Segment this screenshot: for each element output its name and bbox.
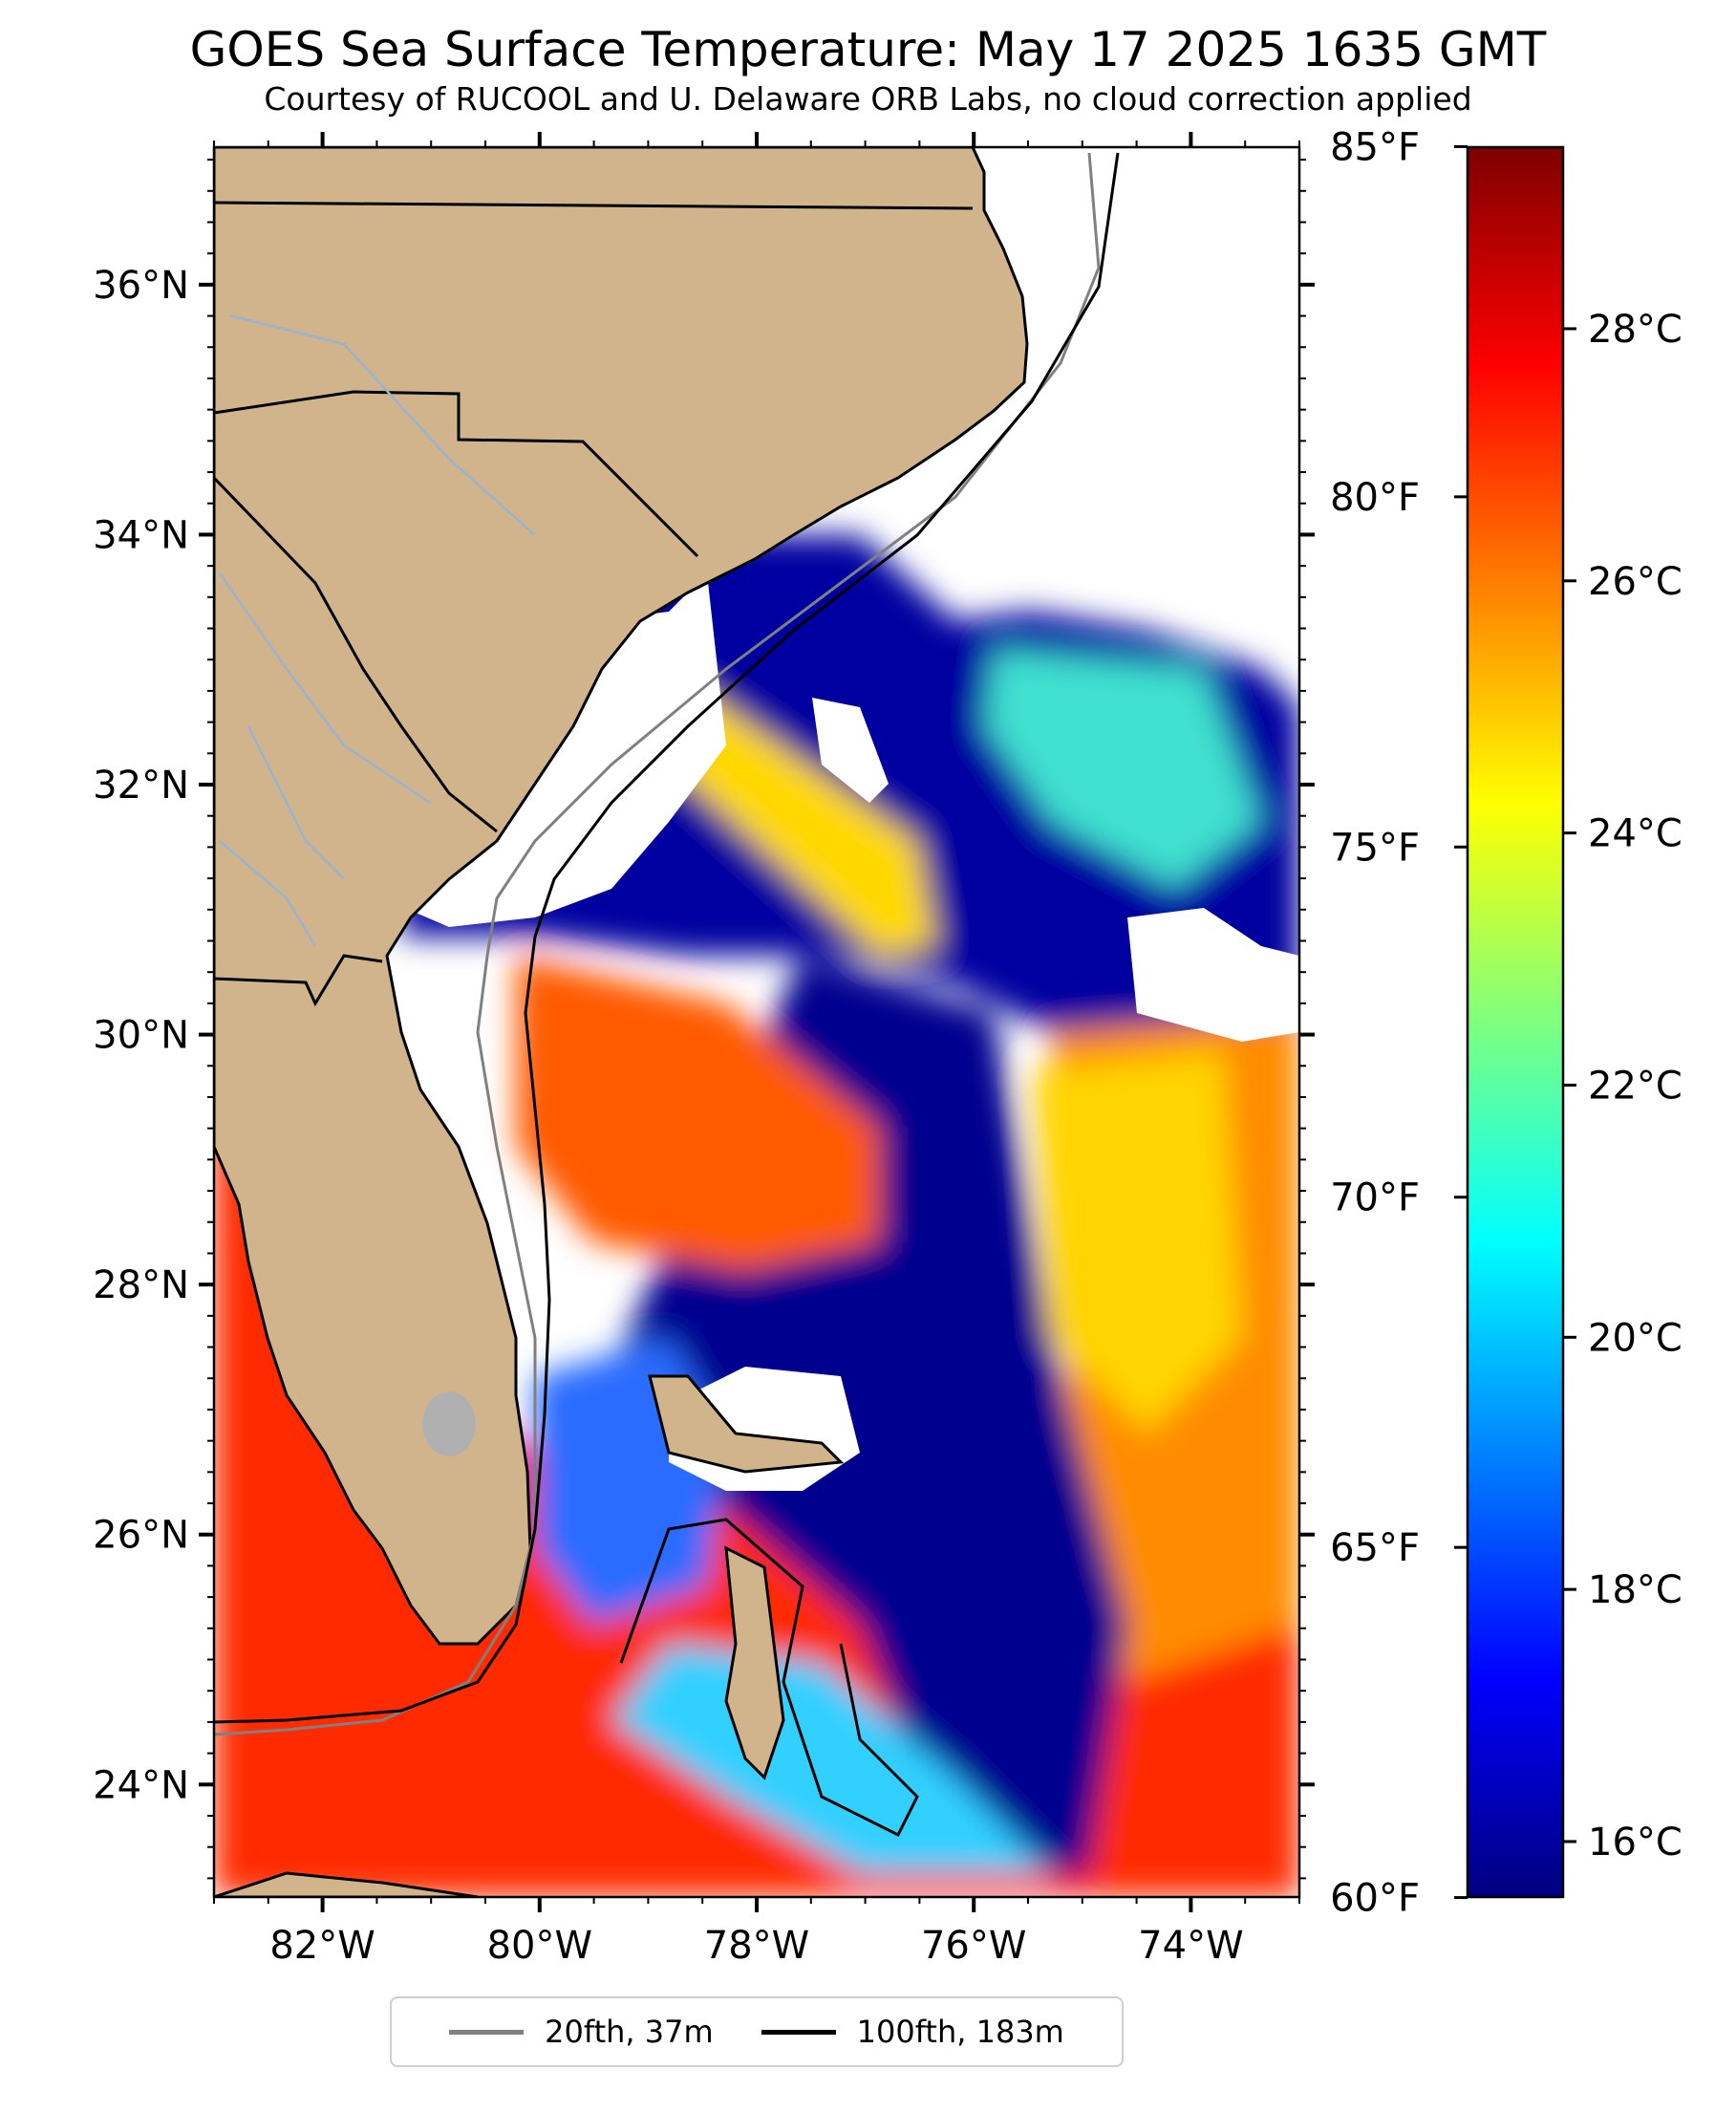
cloud-north-strip [1118, 151, 1147, 182]
state-borders [214, 201, 974, 1007]
sst-yellow-streak [669, 669, 936, 956]
lat-tick-label: 24°N [93, 1763, 189, 1807]
lat-tick-label: 36°N [93, 264, 189, 308]
river-a [228, 313, 536, 536]
cloud-mid [812, 698, 889, 803]
isobath-100fth-bahamas [619, 1518, 919, 1838]
lat-tick-label: 30°N [93, 1014, 189, 1058]
lon-tick-label: 82°W [269, 1924, 375, 1968]
fahrenheit-tick-label: 80°F [1330, 476, 1420, 520]
lon-tick-label: 74°W [1138, 1924, 1243, 1968]
nc-sc-border [214, 390, 699, 558]
sc-ga-border [214, 476, 498, 833]
river-d [219, 840, 317, 947]
lon-tick-label: 78°W [704, 1924, 809, 1968]
celsius-tick-label: 22°C [1588, 1064, 1682, 1108]
fahrenheit-tick-label: 75°F [1330, 826, 1420, 870]
lon-tick-label: 76°W [921, 1924, 1026, 1968]
page-title: GOES Sea Surface Temperature: May 17 202… [189, 22, 1547, 77]
cloud-northeast [955, 440, 1299, 612]
legend-swatch-100fth [761, 2029, 836, 2035]
lat-tick-label: 32°N [93, 764, 189, 808]
sst-cyan-band [984, 650, 1261, 889]
celsius-tick-label: 16°C [1588, 1821, 1682, 1865]
legend-label-100fth: 100fth, 183m [856, 2014, 1064, 2050]
fahrenheit-tick-label: 70°F [1330, 1176, 1420, 1220]
celsius-tick-label: 28°C [1588, 308, 1682, 352]
lat-tick-label: 26°N [93, 1514, 189, 1558]
fahrenheit-tick-label: 65°F [1330, 1526, 1420, 1570]
cuba-coast [214, 1871, 479, 1897]
colorbar-axes: 16°C 18°C 20°C 22°C 24°C 26°C 28°C 60°F 65°F 70°F… [1330, 125, 1682, 1920]
lake-okeechobee [422, 1391, 476, 1456]
sst-orange-gulfstream [516, 956, 879, 1271]
legend-item-20fth: 20fth, 37m [449, 2014, 714, 2050]
ga-fl-border [214, 954, 383, 1007]
va-nc-border [214, 201, 974, 210]
us-land [214, 147, 1029, 1646]
cloud-east-a [1127, 908, 1299, 1042]
lat-tick-label: 34°N [93, 513, 189, 557]
lon-tick-label: 80°W [487, 1924, 592, 1968]
fahrenheit-tick-label: 60°F [1330, 1877, 1420, 1921]
river-c [246, 725, 345, 880]
legend-swatch-20fth [449, 2029, 525, 2035]
river-b [218, 572, 431, 805]
lat-tick-label: 28°N [93, 1263, 189, 1307]
page-subtitle: Courtesy of RUCOOL and U. Delaware ORB L… [264, 80, 1472, 118]
isobath-legend: 20fth, 37m 100fth, 183m [390, 1996, 1124, 2067]
sst-yellow-east [1032, 1051, 1242, 1434]
colorbar [1466, 145, 1565, 1899]
bahamas-little-bank [648, 1374, 845, 1474]
sst-cyan-south [611, 1644, 1051, 1873]
celsius-tick-label: 26°C [1588, 560, 1682, 604]
legend-item-100fth: 100fth, 183m [761, 2014, 1064, 2050]
fahrenheit-tick-label: 85°F [1330, 125, 1420, 169]
celsius-tick-label: 20°C [1588, 1316, 1682, 1360]
isobath-100fth [214, 152, 1120, 1724]
isobath-20fth [214, 152, 1101, 1736]
rivers [218, 313, 536, 947]
map-axes: 36°N 34°N 32°N 30°N 28°N 26°N 24°N 82°W 80°W 78°W… [93, 132, 1315, 1968]
celsius-tick-label: 18°C [1588, 1568, 1682, 1612]
map-content [214, 147, 1299, 1897]
celsius-tick-label: 24°C [1588, 812, 1682, 856]
legend-label-20fth: 20fth, 37m [545, 2014, 714, 2050]
andros-island [724, 1545, 785, 1780]
